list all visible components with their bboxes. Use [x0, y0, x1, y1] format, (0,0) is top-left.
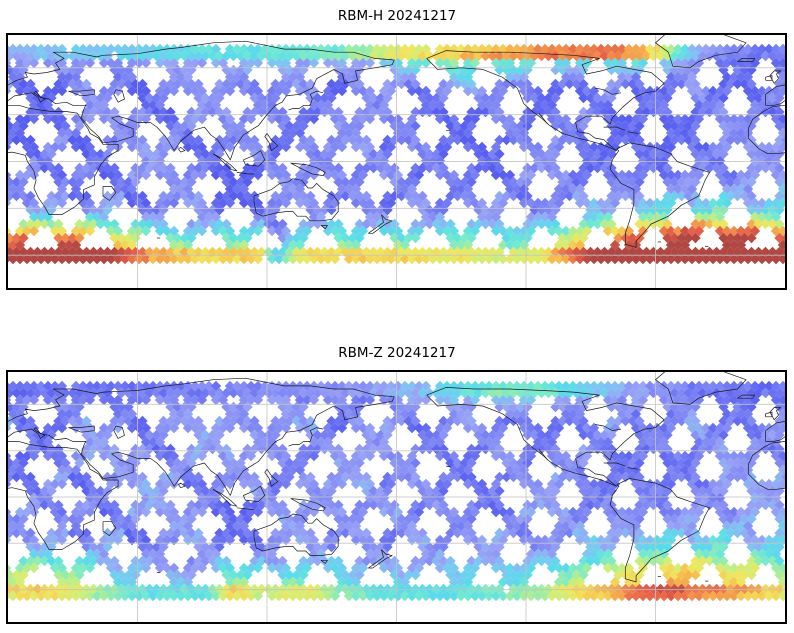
- map-panel-rbm-h: [6, 33, 787, 290]
- panel-title-rbm-h: RBM-H 20241217: [337, 8, 457, 24]
- map-panel-rbm-z: [6, 370, 787, 624]
- world-swath-map-rbm-z: [8, 372, 785, 622]
- panel-title-rbm-z: RBM-Z 20241217: [338, 345, 456, 361]
- world-swath-map-rbm-h: [8, 35, 785, 288]
